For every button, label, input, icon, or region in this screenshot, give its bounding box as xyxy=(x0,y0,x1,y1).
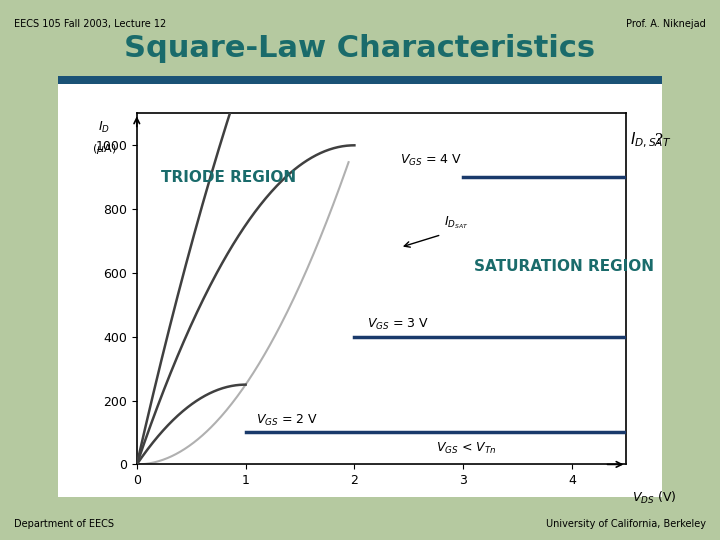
Text: SATURATION REGION: SATURATION REGION xyxy=(474,259,654,274)
Text: $V_{GS}$ = 2 V: $V_{GS}$ = 2 V xyxy=(256,413,318,428)
Text: $I_D$: $I_D$ xyxy=(98,120,110,135)
Text: Boundary:  what is: Boundary: what is xyxy=(446,133,597,147)
Text: $I_{D,SAT}$: $I_{D,SAT}$ xyxy=(630,131,672,150)
Text: ?: ? xyxy=(655,133,663,147)
Text: TRIODE REGION: TRIODE REGION xyxy=(161,170,296,185)
Text: $I_{D_{SAT}}$: $I_{D_{SAT}}$ xyxy=(444,215,468,232)
Text: EECS 105 Fall 2003, Lecture 12: EECS 105 Fall 2003, Lecture 12 xyxy=(14,19,166,29)
Text: University of California, Berkeley: University of California, Berkeley xyxy=(546,519,706,529)
Text: $V_{DS}$ (V): $V_{DS}$ (V) xyxy=(632,490,676,506)
Text: Square-Law Characteristics: Square-Law Characteristics xyxy=(125,34,595,63)
Text: $V_{GS}$ = 3 V: $V_{GS}$ = 3 V xyxy=(367,317,430,332)
Text: $V_{GS}$ < $V_{Tn}$: $V_{GS}$ < $V_{Tn}$ xyxy=(436,441,497,456)
FancyBboxPatch shape xyxy=(58,76,662,84)
FancyBboxPatch shape xyxy=(58,76,662,497)
Text: $V_{GS}$ = 4 V: $V_{GS}$ = 4 V xyxy=(400,152,462,167)
Text: ($\mu$A): ($\mu$A) xyxy=(92,142,117,156)
Text: Department of EECS: Department of EECS xyxy=(14,519,114,529)
Text: Prof. A. Niknejad: Prof. A. Niknejad xyxy=(626,19,706,29)
